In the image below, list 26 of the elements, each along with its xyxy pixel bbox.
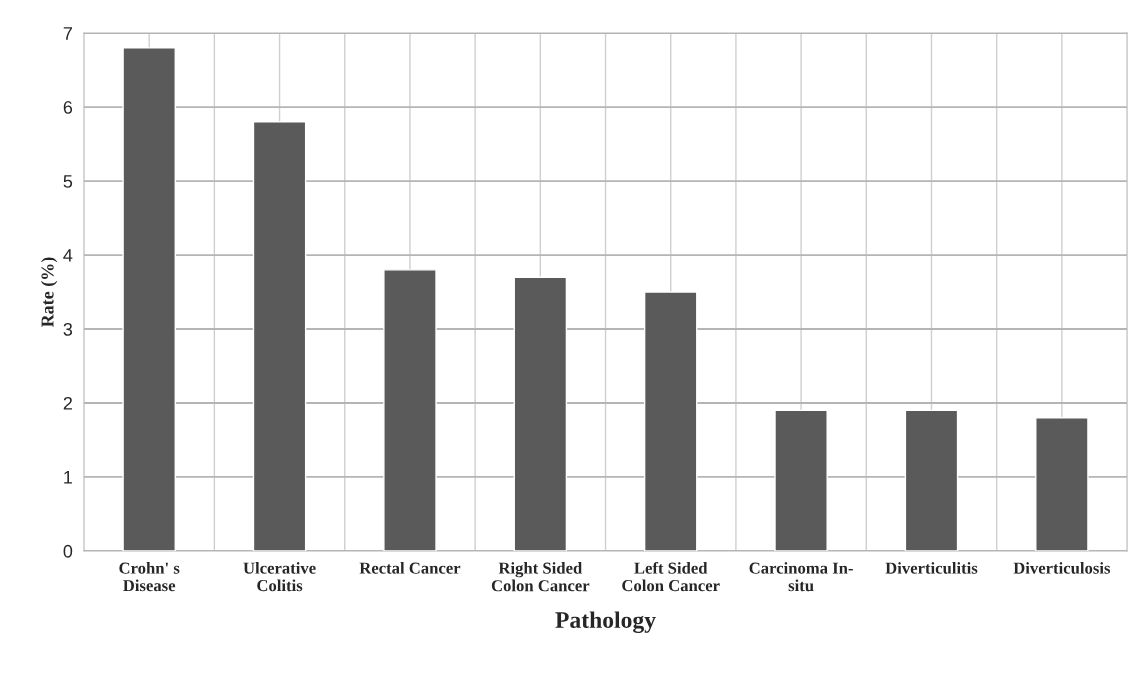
y-tick-label: 2 bbox=[63, 396, 72, 410]
bar bbox=[122, 47, 176, 551]
x-tick-label: Diverticulitis bbox=[885, 562, 978, 574]
x-tick-label: Diverticulosis bbox=[1013, 562, 1111, 574]
y-tick-label: 4 bbox=[63, 249, 73, 262]
bar bbox=[1035, 417, 1089, 551]
y-tick-label: 5 bbox=[63, 175, 73, 188]
bar bbox=[383, 269, 437, 551]
x-tick-label: Ulcerative Colitis bbox=[243, 562, 316, 592]
y-tick-label: 6 bbox=[63, 101, 73, 114]
bar bbox=[252, 121, 307, 551]
bar bbox=[774, 409, 828, 551]
x-tick-label: Left Sided Colon Cancer bbox=[622, 561, 720, 592]
y-tick-label: 7 bbox=[63, 27, 72, 40]
y-axis-title: Rate (%) bbox=[40, 257, 58, 328]
x-tick-label: Right Sided Colon Cancer bbox=[491, 562, 590, 592]
y-tick-label: 3 bbox=[63, 322, 73, 336]
x-axis-title: Pathology bbox=[555, 611, 656, 633]
bar bbox=[513, 276, 568, 551]
x-tick-label: Carcinoma In- situ bbox=[749, 562, 853, 592]
x-tick-label: Crohn' s Disease bbox=[119, 562, 180, 592]
bar bbox=[904, 409, 959, 551]
y-tick-label: 1 bbox=[64, 471, 72, 484]
bar bbox=[643, 291, 698, 551]
x-tick-label: Rectal Cancer bbox=[359, 562, 461, 574]
y-tick-label: 0 bbox=[63, 544, 73, 558]
